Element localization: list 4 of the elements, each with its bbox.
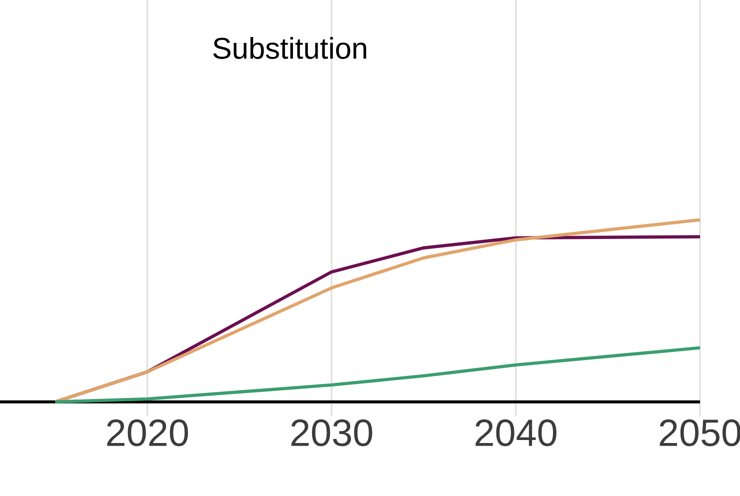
chart-title: Substitution xyxy=(213,37,366,59)
x-tick-label: 2030 xyxy=(291,419,372,446)
x-tick-label: 2020 xyxy=(107,419,188,446)
x-tick-label: 2040 xyxy=(476,419,556,446)
